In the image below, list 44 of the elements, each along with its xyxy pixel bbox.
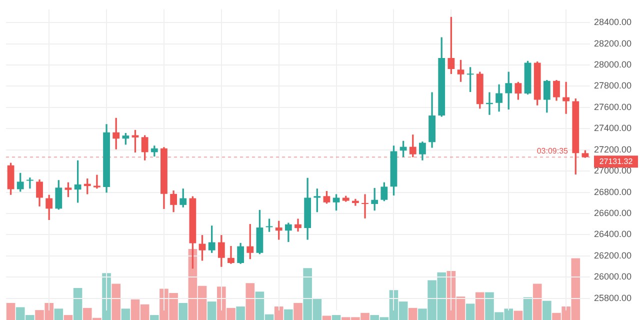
bar (514, 310, 523, 320)
y-tick-label: 27400.00 (594, 123, 632, 134)
bar (294, 302, 302, 320)
bar (542, 300, 552, 320)
bar (476, 292, 484, 320)
y-tick-label: 28000.00 (594, 59, 632, 70)
y-tick-label: 26600.00 (594, 208, 632, 218)
bar (466, 304, 475, 320)
candlestick (94, 174, 100, 189)
bar (121, 308, 130, 320)
bar (532, 284, 542, 320)
y-tick-label: 28400.00 (594, 17, 632, 28)
annotation: 03:09:35 (536, 146, 569, 156)
bar (207, 302, 216, 320)
bar (284, 309, 293, 320)
y-tick-label: 26800.00 (594, 186, 632, 197)
y-tick-label: 27200.00 (594, 144, 632, 154)
bar (102, 273, 111, 320)
bar (523, 297, 532, 320)
y-tick-label: 26400.00 (594, 229, 632, 240)
bar (73, 288, 82, 320)
y-tick-label: 26000.00 (594, 272, 632, 282)
bar (6, 302, 16, 320)
y-tick-label: 25800.00 (594, 292, 632, 303)
bar (236, 306, 245, 320)
ref-line-label: 27131.32 (599, 156, 634, 166)
candlestick (362, 194, 368, 218)
bar (112, 284, 121, 320)
y-tick-label: 26200.00 (594, 250, 632, 260)
bar (408, 308, 418, 320)
bar (274, 306, 284, 320)
bar (322, 316, 332, 320)
y-tick-label: 27600.00 (594, 102, 632, 112)
y-tick-label: 28200.00 (594, 38, 632, 48)
candlestick (26, 178, 34, 189)
bar (246, 283, 255, 320)
bar (64, 315, 73, 320)
candlestick (562, 82, 570, 114)
bar (150, 315, 159, 320)
bar (54, 308, 64, 320)
y-tick-label: 27000.00 (594, 166, 632, 176)
bar (178, 302, 188, 320)
y-tick-label: 27800.00 (594, 80, 632, 91)
bar (332, 315, 341, 320)
